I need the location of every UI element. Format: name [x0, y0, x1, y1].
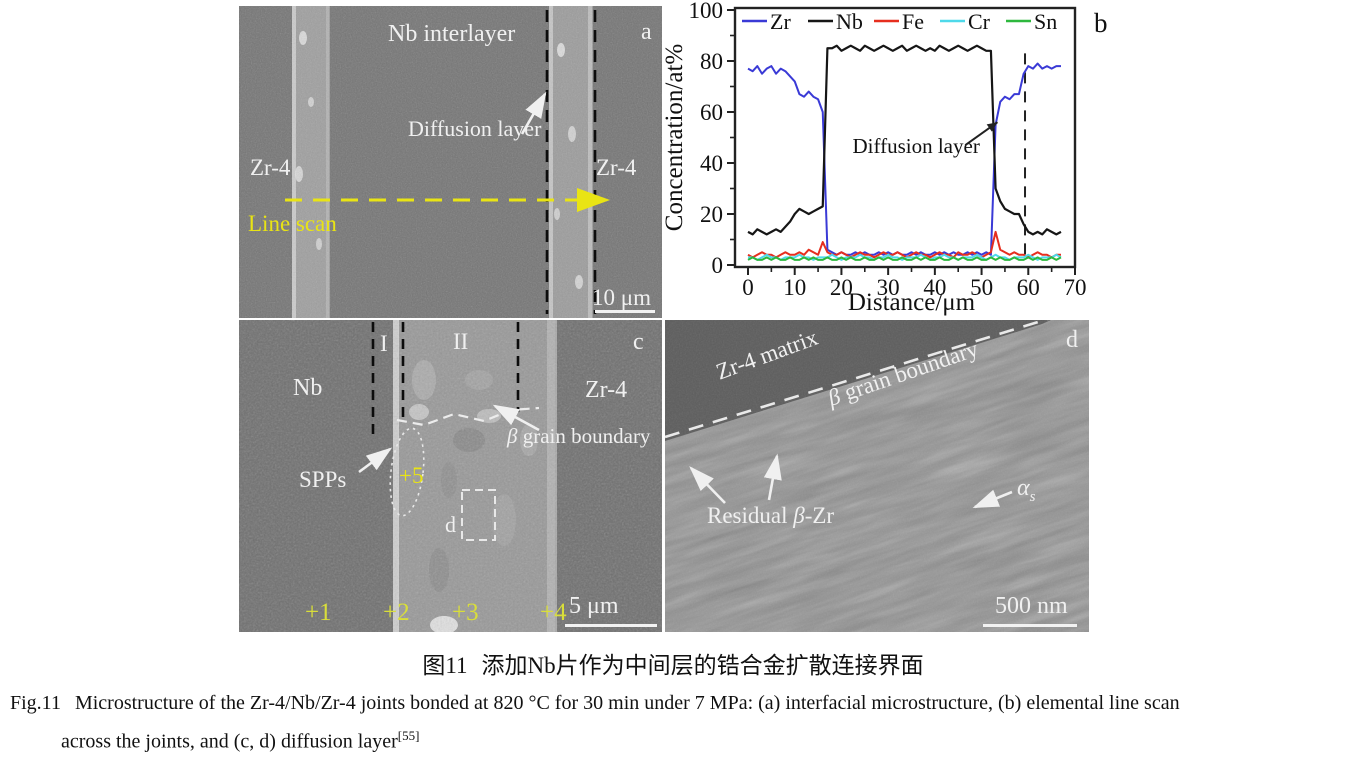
point-marker-5: +5 — [399, 463, 424, 488]
x-axis-title: Distance/μm — [848, 289, 976, 316]
nb-label: Nb — [293, 375, 323, 401]
y-tick-label: 0 — [712, 253, 724, 278]
panel-a-letter: a — [641, 19, 652, 45]
series-Sn — [747, 256, 1062, 261]
beta-grain-boundary-dashed-line — [665, 320, 1049, 439]
nb-interlayer-label: Nb interlayer — [388, 21, 516, 47]
panel-d-letter: d — [1066, 327, 1078, 353]
detail-d-dashed-box — [461, 489, 496, 541]
y-tick-label: 40 — [700, 151, 723, 176]
x-tick-label: 10 — [783, 275, 806, 300]
y-tick-label: 60 — [700, 100, 723, 125]
point-marker-3: +3 — [452, 599, 479, 626]
reference-55: [55] — [397, 728, 420, 743]
panel-c-scale-text: 5 μm — [569, 593, 619, 619]
beta-grain-boundary-dashed-line — [396, 406, 540, 427]
point-marker-1: +1 — [305, 599, 332, 626]
detail-d-label: d — [445, 512, 456, 537]
residual-beta-zr-arrow-1 — [689, 466, 726, 504]
x-tick-label: 70 — [1064, 275, 1087, 300]
legend-label-Sn: Sn — [1034, 9, 1057, 34]
legend-label-Zr: Zr — [770, 9, 791, 34]
legend-label-Nb: Nb — [836, 9, 863, 34]
caption-english-line2: across the joints, and (c, d) diffusion … — [61, 728, 420, 753]
legend-label-Cr: Cr — [968, 9, 991, 34]
x-tick-label: 50 — [970, 275, 993, 300]
caption-english-line1: Fig.11 Microstructure of the Zr-4/Nb/Zr-4… — [10, 692, 1180, 714]
beta-grain-boundary-label: β grain boundary — [507, 424, 651, 448]
caption-zh-fig-no: 图11 — [422, 653, 468, 678]
line-scan-label: Line scan — [248, 211, 337, 236]
panel-a-sem-image: Nb interlayer a Diffusion layer Zr-4 Zr-… — [239, 6, 662, 318]
y-tick-label: 20 — [700, 202, 723, 227]
y-axis-title: Concentration/at% — [662, 44, 688, 231]
caption-zh-title: 添加Nb片作为中间层的锆合金扩散连接界面 — [481, 653, 924, 678]
diffusion-layer-label: Diffusion layer — [408, 116, 542, 141]
panel-d-scale-bar — [983, 624, 1077, 627]
caption-chinese: 图11 添加Nb片作为中间层的锆合金扩散连接界面 — [0, 646, 1346, 680]
panel-d-texture — [665, 320, 1089, 632]
alpha-s-arrow — [972, 489, 1013, 509]
region-II-label: II — [453, 329, 469, 354]
panel-d-scale-text: 500 nm — [995, 593, 1068, 619]
panel-c-sem-image: I II c Nb Zr-4 β grain boundary SPPs +5 … — [239, 320, 662, 632]
x-tick-label: 30 — [877, 275, 900, 300]
alpha-s-label: αs — [1017, 475, 1036, 505]
x-tick-label: 0 — [742, 275, 754, 300]
x-tick-label: 20 — [830, 275, 853, 300]
panel-b-letter: b — [1094, 8, 1108, 38]
x-tick-label: 40 — [923, 275, 946, 300]
series-Fe — [747, 230, 1061, 259]
diffusion-layer-arrow — [520, 91, 547, 135]
caption-en-fig-no: Fig.11 — [10, 692, 61, 714]
series-Nb — [747, 44, 1062, 236]
spps-arrow — [358, 447, 393, 474]
panel-c-texture — [239, 320, 662, 632]
point-marker-2: +2 — [383, 599, 410, 626]
line-scan-chart: 0 10 20 30 40 50 60 70 0 20 40 60 80 100 Distance/μm Co… — [662, 0, 1108, 316]
point-marker-4: +4 — [540, 599, 567, 626]
panel-a-texture — [239, 6, 662, 318]
panel-b-line-scan-chart: 0 10 20 30 40 50 60 70 0 20 40 60 80 100 Distance/μm Co… — [662, 0, 1140, 318]
panel-a-scale-text: 10 μm — [592, 285, 651, 310]
zr4-left-label: Zr-4 — [250, 155, 291, 180]
residual-beta-zr-label: Residual β-Zr — [707, 503, 835, 528]
panel-d-sem-image: Zr-4 matrix β grain boundary d Residual … — [665, 320, 1089, 632]
zr4-label: Zr-4 — [585, 377, 628, 403]
legend-label-Fe: Fe — [902, 9, 924, 34]
spps-dotted-ellipse — [389, 427, 425, 517]
chart-annotation-text: Diffusion layer — [852, 134, 979, 158]
series-Zr — [747, 62, 1061, 256]
beta-grain-boundary-arrow — [492, 404, 540, 432]
panel-c-scale-bar — [565, 624, 657, 627]
y-tick-label: 80 — [700, 49, 723, 74]
panel-c-letter: c — [633, 329, 644, 355]
spps-label: SPPs — [299, 467, 347, 492]
region-I-label: I — [380, 331, 388, 356]
x-tick-label: 60 — [1017, 275, 1040, 300]
chart-annotation-arrowhead — [986, 122, 998, 132]
residual-beta-zr-arrow-2 — [763, 453, 782, 501]
panel-a-scale-bar — [595, 310, 655, 313]
zr4-right-label: Zr-4 — [596, 155, 637, 180]
y-tick-label: 100 — [689, 0, 724, 23]
